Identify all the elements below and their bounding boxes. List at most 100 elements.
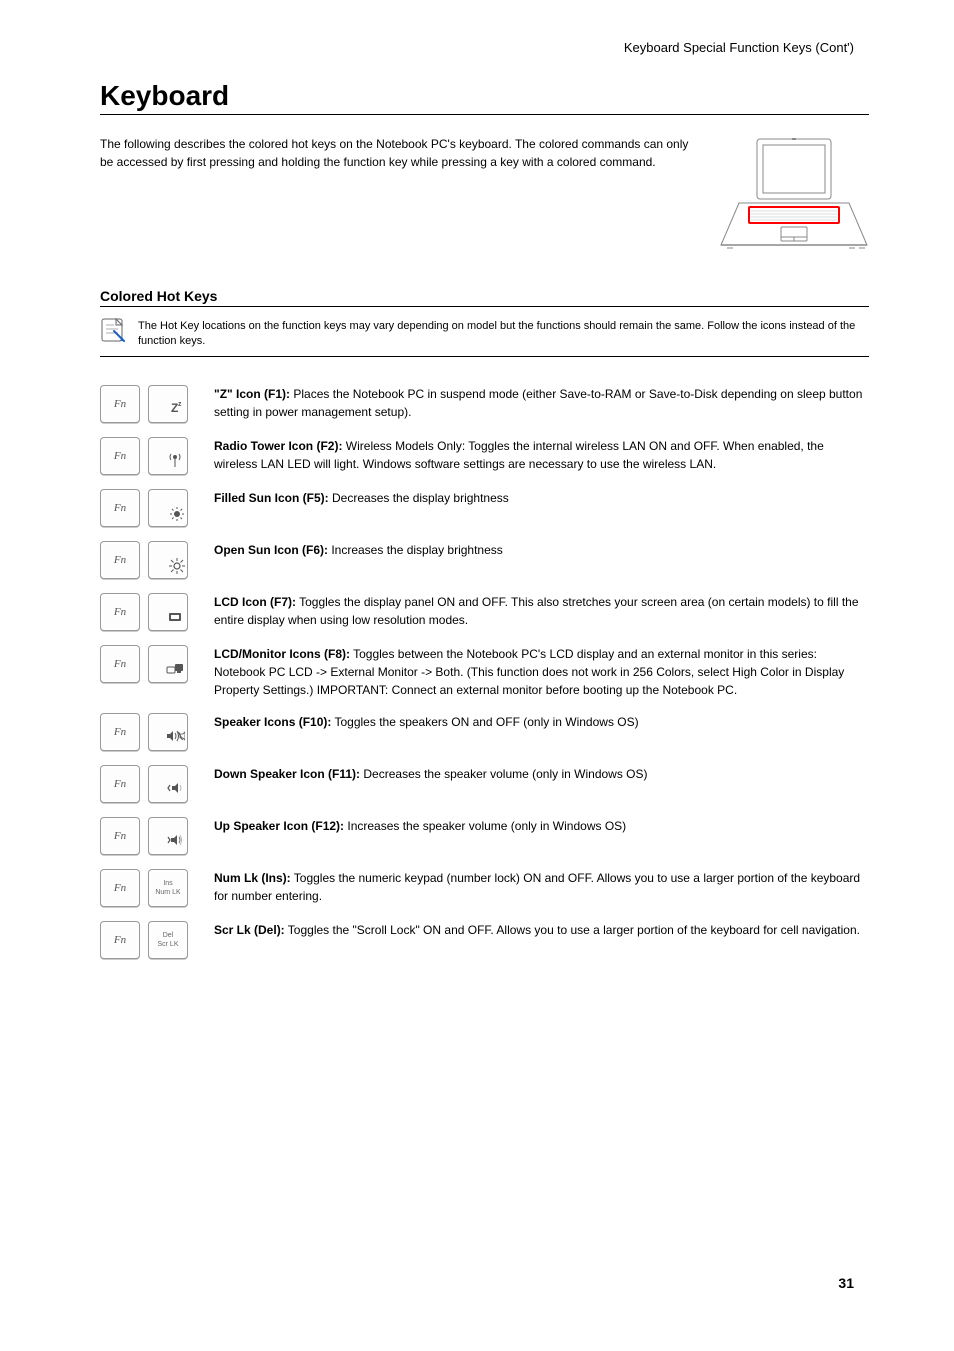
hotkey-label: Up Speaker Icon (F12):	[214, 819, 344, 833]
fn-key: Fn	[100, 385, 140, 423]
hotkey-row: Fn LCD/Monitor Icons (F8): Toggles betwee…	[100, 645, 869, 699]
hotkey-label: Open Sun Icon (F6):	[214, 543, 328, 557]
key-combo: Fn	[100, 593, 200, 631]
hotkey-description: LCD/Monitor Icons (F8): Toggles between …	[214, 645, 869, 699]
hotkey-label: Scr Lk (Del):	[214, 923, 285, 937]
key-combo: Fn Del Scr LK	[100, 921, 200, 959]
hotkey-description: Num Lk (Ins): Toggles the numeric keypad…	[214, 869, 869, 905]
hotkey-label: Speaker Icons (F10):	[214, 715, 331, 729]
hotkey-description: LCD Icon (F7): Toggles the display panel…	[214, 593, 869, 629]
hotkey-text: Increases the speaker volume (only in Wi…	[344, 819, 626, 833]
hotkey-text: Toggles the speakers ON and OFF (only in…	[331, 715, 638, 729]
sleep-icon: Zz	[165, 398, 185, 420]
hotkey-label: Num Lk (Ins):	[214, 871, 291, 885]
key-combo: Fn	[100, 437, 200, 475]
fn-key-label: Fn	[114, 398, 126, 410]
laptop-illustration	[719, 135, 869, 260]
hotkey-description: Open Sun Icon (F6): Increases the displa…	[214, 541, 869, 559]
hotkey-description: Radio Tower Icon (F2): Wireless Models O…	[214, 437, 869, 473]
hotkey-label: LCD/Monitor Icons (F8):	[214, 647, 350, 661]
key-combo: Fn	[100, 645, 200, 683]
hotkey-text: Increases the display brightness	[328, 543, 503, 557]
key-combo: Fn	[100, 489, 200, 527]
hotkey-description: Up Speaker Icon (F12): Increases the spe…	[214, 817, 869, 835]
fn-key-label: Fn	[114, 882, 126, 894]
sunup-icon	[165, 554, 185, 576]
fn-key-label: Fn	[114, 778, 126, 790]
key-bottom-label: Num LK	[155, 889, 180, 896]
key-combo: Fn Ins Num LK	[100, 869, 200, 907]
hotkey-text: Toggles the "Scroll Lock" ON and OFF. Al…	[285, 923, 860, 937]
intro-paragraph: The following describes the colored hot …	[100, 135, 689, 171]
note-text: The Hot Key locations on the function ke…	[138, 317, 869, 350]
fn-key-label: Fn	[114, 554, 126, 566]
speaker-key	[148, 713, 188, 751]
radio-icon	[165, 450, 185, 472]
page-number: 31	[838, 1275, 854, 1291]
key-combo: Fn	[100, 541, 200, 579]
hotkey-row: Fn Radio Tower Icon (F2): Wireless Models…	[100, 437, 869, 475]
key-bottom-label: Scr LK	[157, 941, 178, 948]
hotkey-description: "Z" Icon (F1): Places the Notebook PC in…	[214, 385, 869, 421]
fn-key-label: Fn	[114, 934, 126, 946]
hotkey-text: Toggles the display panel ON and OFF. Th…	[214, 595, 859, 627]
speaker-icon	[165, 726, 185, 748]
lcd-icon	[165, 606, 185, 628]
hotkey-row: Fn Open Sun Icon (F6): Increases the disp…	[100, 541, 869, 579]
hotkey-description: Scr Lk (Del): Toggles the "Scroll Lock" …	[214, 921, 869, 939]
hotkey-label: "Z" Icon (F1):	[214, 387, 290, 401]
section-title: Keyboard	[100, 80, 869, 112]
hotkey-row: Fn Del Scr LK Scr Lk (Del): Toggles the "Sc…	[100, 921, 869, 959]
lcd-key	[148, 593, 188, 631]
hotkey-list: Fn Zz "Z" Icon (F1): Places the Notebook P…	[100, 385, 869, 959]
hotkey-label: Down Speaker Icon (F11):	[214, 767, 360, 781]
numlk-key: Ins Num LK	[148, 869, 188, 907]
hotkey-description: Down Speaker Icon (F11): Decreases the s…	[214, 765, 869, 783]
voldown-icon	[165, 778, 185, 800]
key-combo: Fn Zz	[100, 385, 200, 423]
fn-key-label: Fn	[114, 450, 126, 462]
fn-key-label: Fn	[114, 830, 126, 842]
radio-key	[148, 437, 188, 475]
fn-key-label: Fn	[114, 606, 126, 618]
subheader: Colored Hot Keys	[100, 288, 869, 304]
hotkey-label: Filled Sun Icon (F5):	[214, 491, 329, 505]
hotkey-row: Fn Filled Sun Icon (F5): Decreases the di…	[100, 489, 869, 527]
hotkey-label: LCD Icon (F7):	[214, 595, 296, 609]
key-top-label: Ins	[163, 880, 172, 887]
sundown-icon	[165, 502, 185, 524]
hotkey-row: Fn Down Speaker Icon (F11): Decreases the…	[100, 765, 869, 803]
hotkey-row: Fn Up Speaker Icon (F12): Increases the s…	[100, 817, 869, 855]
divider	[100, 356, 869, 357]
fn-key: Fn	[100, 645, 140, 683]
scrlk-key: Del Scr LK	[148, 921, 188, 959]
volup-key	[148, 817, 188, 855]
running-header: Keyboard Special Function Keys (Cont')	[624, 40, 854, 55]
fn-key: Fn	[100, 489, 140, 527]
key-top-label: Del	[163, 932, 174, 939]
fn-key: Fn	[100, 437, 140, 475]
voldown-key	[148, 765, 188, 803]
fn-key: Fn	[100, 817, 140, 855]
key-combo: Fn	[100, 765, 200, 803]
hotkey-text: Decreases the speaker volume (only in Wi…	[360, 767, 647, 781]
hotkey-row: Fn Ins Num LK Num Lk (Ins): Toggles the num…	[100, 869, 869, 907]
hotkey-row: Fn Speaker Icons (F10): Toggles the speak…	[100, 713, 869, 751]
hotkey-row: Fn LCD Icon (F7): Toggles the display pan…	[100, 593, 869, 631]
hotkey-text: Places the Notebook PC in suspend mode (…	[214, 387, 862, 419]
divider	[100, 306, 869, 307]
fn-key-label: Fn	[114, 502, 126, 514]
divider	[100, 114, 869, 115]
fn-key: Fn	[100, 593, 140, 631]
sundown-key	[148, 489, 188, 527]
hotkey-text: Decreases the display brightness	[329, 491, 509, 505]
fn-key: Fn	[100, 765, 140, 803]
fn-key: Fn	[100, 713, 140, 751]
fn-key: Fn	[100, 921, 140, 959]
lcdmon-key	[148, 645, 188, 683]
svg-text:z: z	[178, 401, 182, 408]
hotkey-description: Filled Sun Icon (F5): Decreases the disp…	[214, 489, 869, 507]
volup-icon	[165, 830, 185, 852]
lcdmon-icon	[165, 658, 185, 680]
fn-key-label: Fn	[114, 658, 126, 670]
